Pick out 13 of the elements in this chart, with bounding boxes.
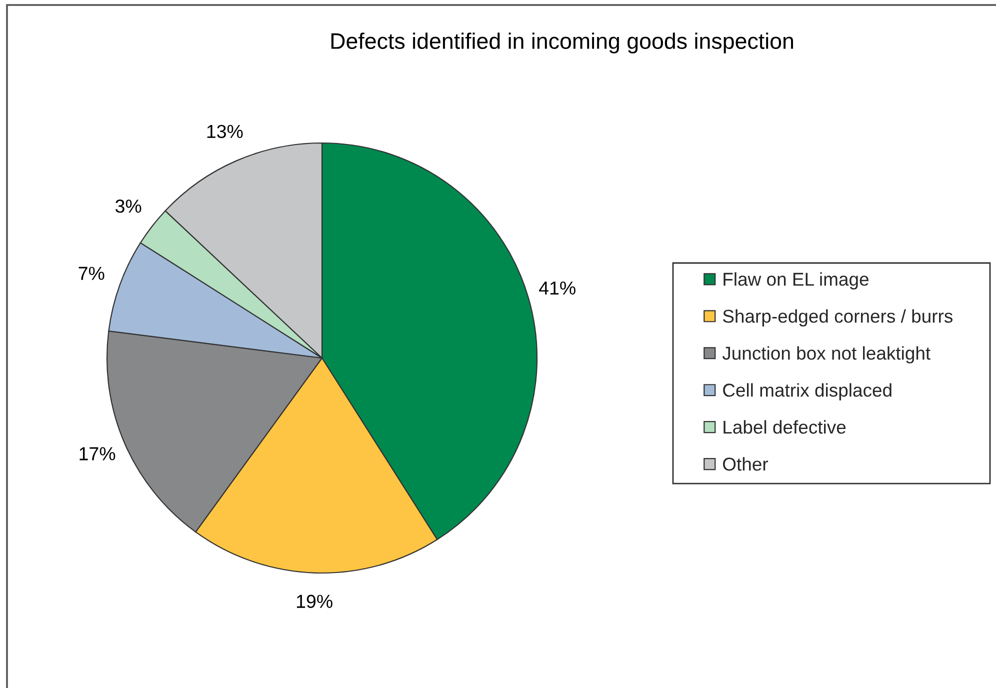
data-label: 7% <box>78 266 104 280</box>
chart-title: Defects identified in incoming goods inspection <box>331 32 794 54</box>
data-label: 19% <box>296 594 332 608</box>
legend-label: Cell matrix displaced <box>723 383 892 400</box>
legend-label: Junction box not leaktight <box>722 346 930 364</box>
legend-label: Label defective <box>724 420 846 434</box>
legend-label: Flaw on EL image <box>724 272 868 290</box>
legend-label: Other <box>723 457 768 471</box>
data-label: 13% <box>207 124 243 138</box>
legend-label: Sharp-edged corners / burrs <box>722 309 952 326</box>
data-label: 41% <box>539 281 576 295</box>
data-label: 3% <box>116 200 142 213</box>
data-label: 17% <box>80 447 116 460</box>
